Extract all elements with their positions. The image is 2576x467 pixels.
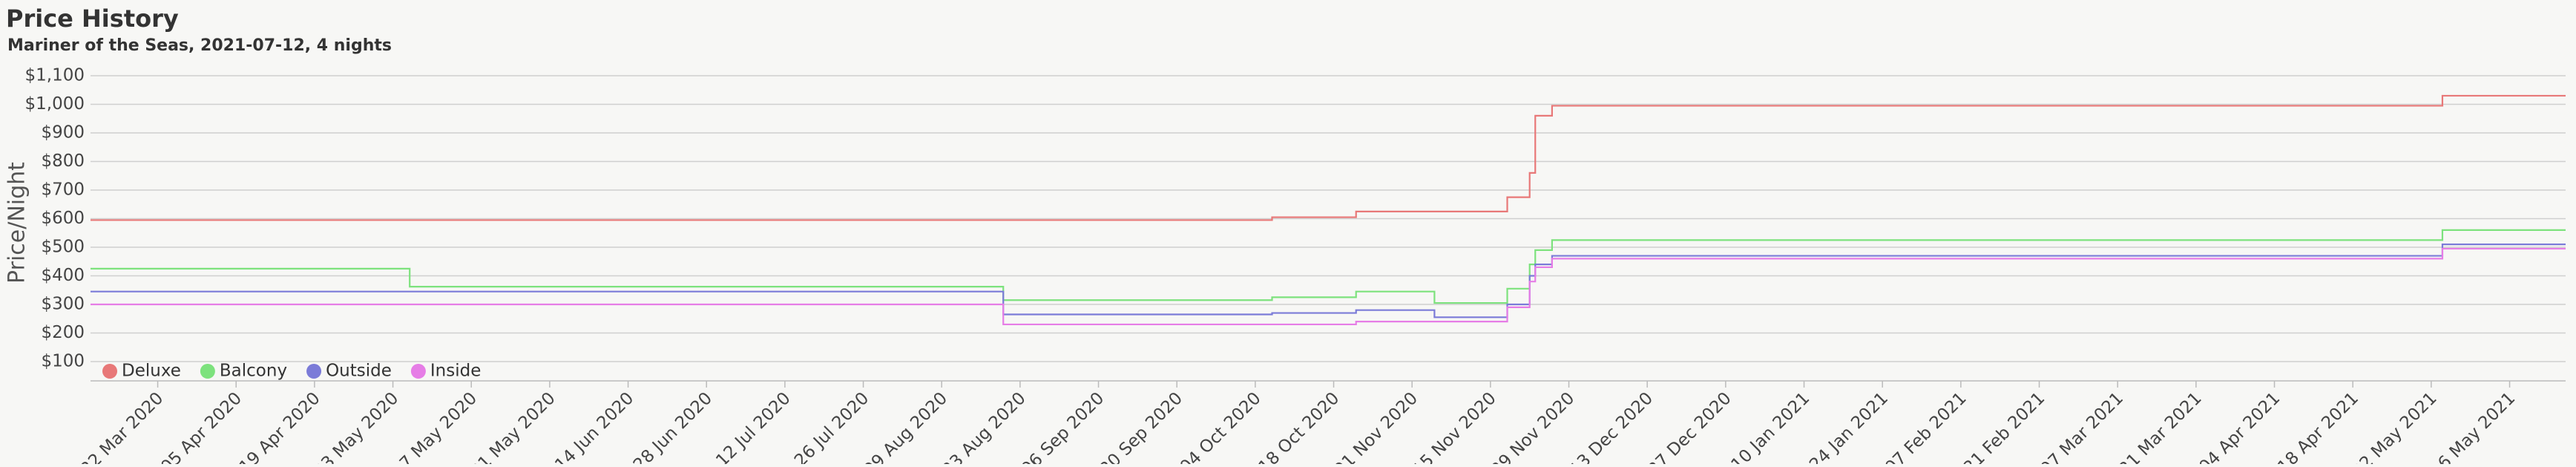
legend-swatch [200,364,215,379]
y-tick-label: $600 [41,209,85,228]
legend-label: Deluxe [122,362,181,381]
x-tick-label: 31 May 2020 [467,388,559,464]
x-tick-label: 16 May 2021 [2427,388,2519,464]
x-tick-label: 06 Sep 2020 [1018,388,1108,464]
x-tick-label: 18 Oct 2020 [1255,388,1343,464]
y-tick-label: $300 [41,295,85,314]
x-tick-label: 20 Sep 2020 [1097,388,1186,464]
series-line [91,244,2566,319]
x-tick-label: 17 May 2020 [389,388,481,464]
x-tick-label: 21 Feb 2021 [1960,388,2049,464]
x-tick-label: 18 Apr 2021 [2274,388,2362,464]
x-tick-label: 01 Nov 2020 [1331,388,1422,464]
chart-subtitle: Mariner of the Seas, 2021-07-12, 4 night… [7,36,392,55]
y-tick-label: $1,000 [25,94,85,114]
x-tick-label: 21 Mar 2021 [2115,388,2206,464]
x-tick-label: 14 Jun 2020 [551,388,637,464]
legend-swatch [410,364,426,379]
x-tick-label: 02 May 2021 [2348,388,2440,464]
x-tick-label: 24 Jan 2021 [1806,388,1892,464]
x-tick-label: 26 Jul 2020 [791,388,873,464]
x-tick-label: 19 Apr 2020 [236,388,324,464]
x-tick-label: 23 Aug 2020 [939,388,1030,464]
x-tick-label: 04 Apr 2021 [2195,388,2284,464]
x-tick-label: 12 Jul 2020 [712,388,794,464]
y-tick-label: $100 [41,352,85,371]
legend-label: Inside [430,362,481,381]
x-tick-label: 28 Jun 2020 [630,388,716,464]
y-tick-label: $1,100 [25,66,85,85]
x-tick-label: 15 Nov 2020 [1409,388,1500,464]
series-line [91,247,2566,326]
y-axis-label: Price/Night [4,162,30,284]
x-tick-label: 03 May 2020 [310,388,402,464]
legend-label: Balcony [220,362,287,381]
legend-swatch [102,364,117,379]
x-tick-label: 07 Mar 2021 [2037,388,2128,464]
x-tick-label: 09 Aug 2020 [860,388,951,464]
x-tick-label: 07 Feb 2021 [1882,388,1971,464]
y-tick-label: $500 [41,238,85,257]
x-tick-label: 04 Oct 2020 [1177,388,1265,464]
series-line [91,94,2566,221]
x-tick-label: 29 Nov 2020 [1488,388,1579,464]
y-tick-label: $200 [41,323,85,342]
chart-title: Price History [6,4,179,33]
y-tick-label: $400 [41,266,85,285]
x-tick-label: 13 Dec 2020 [1566,388,1657,464]
y-tick-label: $800 [41,151,85,171]
x-tick-label: 10 Jan 2021 [1727,388,1813,464]
legend-label: Outside [326,362,392,381]
y-tick-label: $700 [41,180,85,200]
y-tick-label: $900 [41,123,85,143]
x-tick-label: 27 Dec 2020 [1644,388,1735,464]
x-tick-label: 22 Mar 2020 [77,388,168,464]
legend-swatch [306,364,322,379]
x-tick-label: 05 Apr 2020 [157,388,246,464]
